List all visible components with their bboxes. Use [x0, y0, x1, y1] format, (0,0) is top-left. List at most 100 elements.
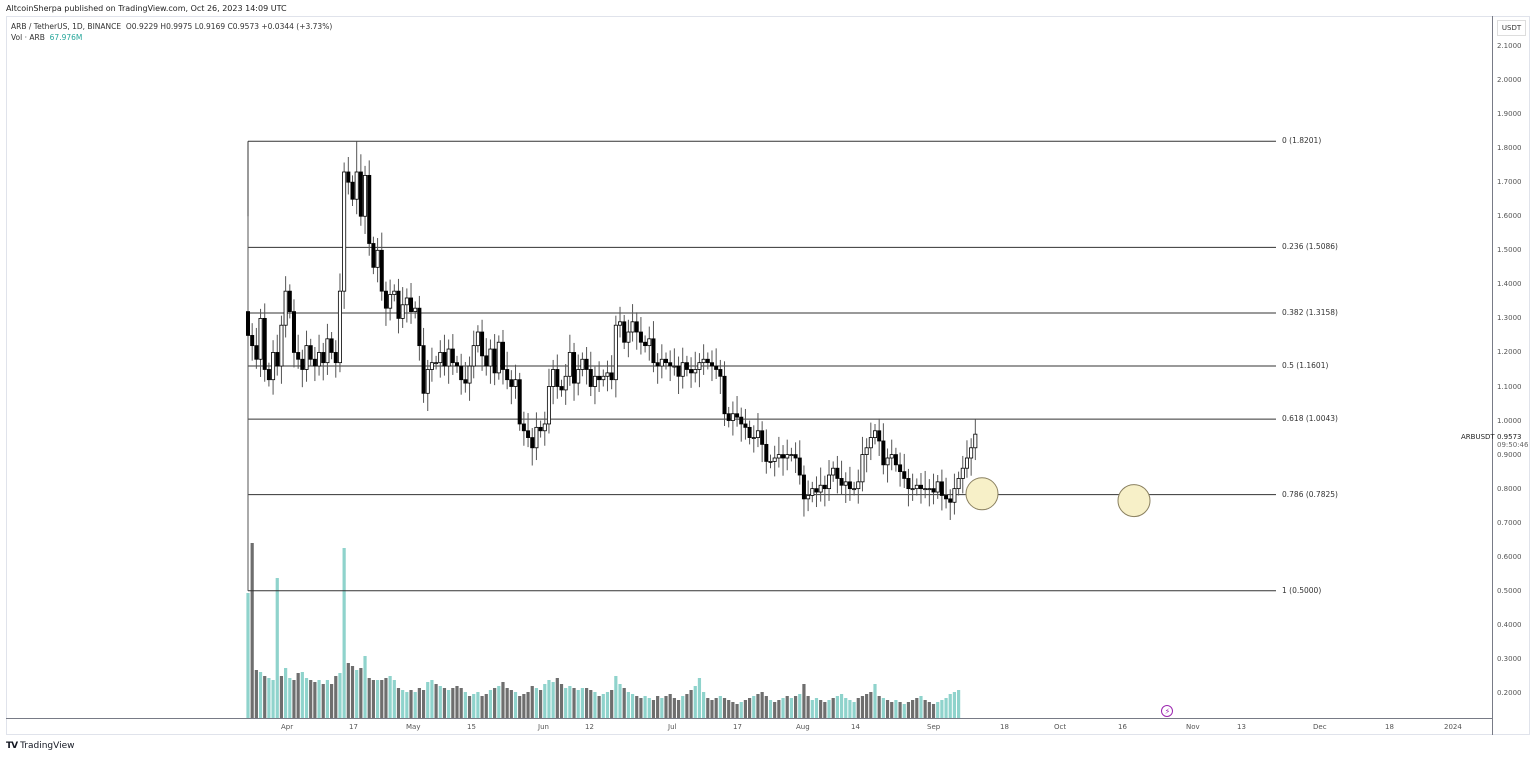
volume-bar: [279, 676, 284, 718]
candle-body: [592, 375, 597, 387]
candle-body: [358, 171, 363, 217]
ohlc-values: O0.9229 H0.9975 L0.9169 C0.9573 +0.0344 …: [125, 22, 333, 31]
time-tick: Sep: [927, 723, 941, 731]
candle-body: [668, 362, 673, 367]
volume-bar: [618, 684, 622, 718]
candle-body: [563, 375, 568, 391]
candle-body: [605, 372, 610, 377]
volume-bar: [902, 704, 906, 718]
candle-body: [526, 430, 531, 438]
candle-body: [505, 369, 510, 381]
candle-body: [388, 294, 393, 309]
candle-body: [245, 311, 250, 336]
candle-body: [475, 331, 480, 347]
candle-body: [914, 484, 919, 490]
candle-body: [772, 457, 777, 462]
volume-label[interactable]: Vol · ARB: [11, 33, 45, 42]
volume-bar: [940, 700, 944, 718]
time-tick: 18: [1385, 723, 1394, 731]
volume-bar: [572, 688, 576, 718]
candle-body: [709, 362, 714, 367]
volume-bar: [380, 680, 384, 718]
volume-bar: [526, 692, 530, 718]
volume-bar: [371, 680, 375, 718]
volume-bar: [685, 694, 689, 718]
volume-bar: [643, 696, 647, 718]
volume-bar: [359, 668, 363, 718]
volume-bar: [672, 698, 676, 718]
footer-brand[interactable]: TV TradingView: [6, 741, 75, 751]
volume-bar: [931, 704, 936, 718]
volume-bar: [417, 688, 421, 718]
last-price: 0.9573: [1497, 433, 1522, 441]
volume-bar: [823, 702, 827, 718]
candle-body: [296, 352, 301, 360]
currency-button[interactable]: USDT: [1497, 20, 1526, 36]
volume-bar: [827, 700, 831, 718]
candle-body: [952, 488, 957, 503]
volume-bar: [727, 700, 731, 718]
candle-body: [446, 348, 451, 367]
candle-body: [312, 358, 317, 367]
price-tick: 0.8000: [1497, 484, 1522, 493]
candle-body: [797, 457, 802, 476]
candle-body: [488, 348, 493, 367]
volume-bar: [430, 680, 434, 718]
volume-bar: [296, 673, 300, 718]
volume-bar: [693, 686, 697, 718]
lightning-icon: ⚡: [1165, 707, 1171, 716]
volume-bar: [819, 700, 823, 718]
candle-body: [417, 307, 422, 347]
candle-body: [463, 379, 468, 384]
candle-body: [588, 369, 593, 387]
candle-body: [856, 481, 861, 490]
candle-body: [513, 379, 518, 387]
price-tick: 1.9000: [1497, 110, 1522, 119]
candle-body: [254, 345, 259, 360]
volume-bar: [865, 694, 869, 718]
candle-body: [304, 345, 309, 370]
volume-bar: [915, 698, 919, 718]
time-tick: 14: [851, 723, 860, 731]
candle-body: [538, 426, 543, 432]
candle-body: [551, 369, 556, 387]
candle-body: [622, 321, 627, 343]
candle-body: [534, 426, 539, 449]
brand-name: TradingView: [20, 741, 75, 751]
candle-body: [827, 474, 832, 490]
candle-body: [496, 341, 501, 374]
volume-bar: [568, 686, 572, 718]
volume-bar: [413, 692, 417, 718]
volume-bar: [731, 702, 735, 718]
price-tick: 1.8000: [1497, 144, 1522, 153]
candle-body: [923, 488, 928, 491]
volume-bar: [346, 663, 350, 718]
candle-body: [944, 495, 949, 500]
candle-body: [576, 369, 581, 384]
candle-body: [442, 352, 447, 367]
candle-body: [764, 443, 769, 462]
volume-bar: [614, 676, 618, 718]
candle-body: [258, 317, 263, 360]
candle-body: [843, 481, 848, 486]
candle-body: [927, 488, 932, 491]
highlight-circle: [1117, 484, 1151, 518]
volume-bar: [534, 688, 539, 718]
candle-body: [680, 362, 685, 377]
price-tick: 0.7000: [1497, 518, 1522, 527]
volume-bar: [551, 682, 555, 718]
symbol-info[interactable]: ARB / TetherUS, 1D, BINANCE: [11, 22, 122, 31]
candle-body: [735, 413, 740, 418]
time-tick: 2024: [1444, 723, 1462, 731]
volume-bar: [802, 684, 806, 718]
volume-bar: [455, 686, 459, 718]
candle-body: [789, 454, 794, 457]
fib-level-label: 1 (0.5000): [1282, 585, 1322, 595]
time-tick: 15: [467, 723, 476, 731]
volume-bar: [338, 673, 342, 718]
price-tick: 0.2000: [1497, 688, 1522, 697]
volume-bar: [564, 688, 568, 718]
candle-body: [618, 321, 623, 326]
candle-body: [300, 358, 305, 370]
